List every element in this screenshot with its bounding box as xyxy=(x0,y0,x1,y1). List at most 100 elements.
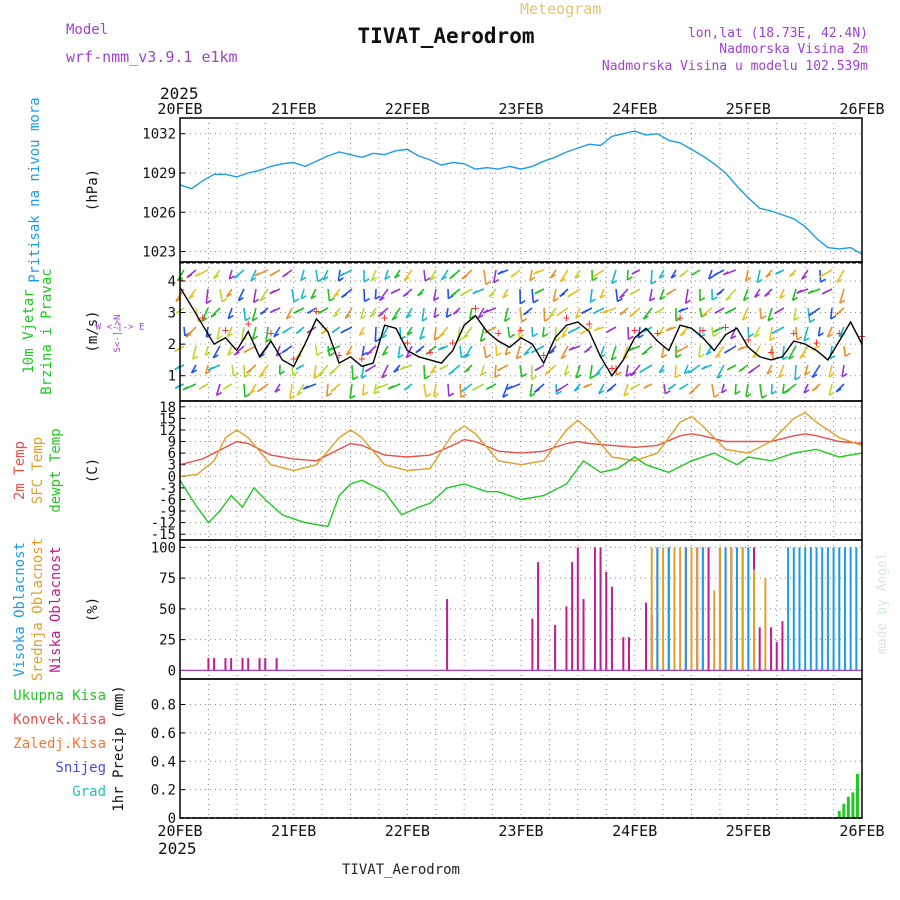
bar xyxy=(846,796,850,818)
wind-barb-flag xyxy=(477,314,484,319)
wind-barb xyxy=(300,288,305,299)
bar xyxy=(622,637,625,671)
wind-barb-flag xyxy=(568,346,575,351)
bar xyxy=(537,562,540,671)
wind-barb-flag xyxy=(185,333,192,338)
wind-barb-flag xyxy=(711,296,718,301)
wind-barb xyxy=(699,307,703,318)
bar xyxy=(701,547,704,671)
wind-barb-flag xyxy=(616,371,622,376)
wind-barb-flag xyxy=(285,315,292,320)
wind-barb-flag xyxy=(207,366,214,371)
bar xyxy=(747,547,750,671)
wind-barb xyxy=(315,345,318,356)
wind-barb-flag xyxy=(803,337,810,342)
wind-barb-flag xyxy=(221,297,228,303)
wind-barb xyxy=(650,269,653,285)
wind-barb-flag xyxy=(592,273,599,278)
wind-barb-flag xyxy=(256,387,263,393)
wind-barb-flag xyxy=(738,367,745,372)
y-tick-label: 75 xyxy=(159,571,176,587)
wind-barb-flag xyxy=(293,309,300,314)
wind-barb xyxy=(381,345,389,356)
wind-barb-flag xyxy=(293,298,300,303)
y-tick-label: 1023 xyxy=(142,245,176,261)
wind-barb-flag xyxy=(835,311,842,316)
wind-barb xyxy=(227,307,233,319)
wind-barb-flag xyxy=(829,354,836,360)
wind-barb-flag xyxy=(680,331,686,337)
gust-marker: + xyxy=(790,326,797,340)
wind-barb xyxy=(462,326,473,339)
wind-barb-flag xyxy=(300,276,307,281)
wind-barb-flag xyxy=(430,369,437,375)
wind-barb-flag xyxy=(316,351,323,356)
y-tick-label: 25 xyxy=(159,633,176,649)
wind-barb xyxy=(674,364,677,378)
wind-barb-flag xyxy=(643,384,650,389)
wind-barb-flag xyxy=(619,294,625,299)
wind-barb-flag xyxy=(712,332,719,338)
wind-barb-flag xyxy=(510,273,517,278)
wind-barb xyxy=(559,269,569,283)
wind-barb-flag xyxy=(213,274,219,280)
wind-barb-flag xyxy=(417,291,424,297)
wind-barb-flag xyxy=(406,331,413,336)
bar xyxy=(855,547,858,671)
series-line xyxy=(179,286,863,377)
wind-barb xyxy=(714,345,725,359)
wind-barb-flag xyxy=(716,374,723,379)
wind-barb-flag xyxy=(812,387,818,392)
wind-barb-flag xyxy=(667,385,674,391)
wind-barb xyxy=(615,288,619,302)
bar xyxy=(798,547,801,671)
wind-barb-flag xyxy=(628,335,634,341)
y-tick-label: 1029 xyxy=(142,166,176,182)
wind-barb-flag xyxy=(670,274,677,279)
wind-barb-flag xyxy=(579,330,586,335)
wind-barb-flag xyxy=(708,275,715,280)
wind-barb-flag xyxy=(464,353,471,359)
wind-barb xyxy=(807,307,811,323)
panel-pressure: 1023 1026 1029 1032 Pritisak na nivou mora (h… xyxy=(27,97,863,283)
bar xyxy=(775,642,778,671)
wind-barb-flag xyxy=(561,333,567,339)
wind-barb xyxy=(273,326,281,338)
wind-barb-flag xyxy=(519,299,526,305)
wind-barb xyxy=(777,364,785,378)
bar xyxy=(224,658,227,671)
top-date-tick: 23FEB xyxy=(498,100,543,118)
y-tick-label: -3 xyxy=(159,481,176,497)
wind-barb-flag xyxy=(769,336,776,342)
bar xyxy=(707,547,710,671)
panel-ylabel: Niska Oblacnost xyxy=(48,546,64,672)
wind-barb-flag xyxy=(761,394,768,399)
bar xyxy=(758,627,761,671)
wind-barb-flag xyxy=(567,329,574,334)
wind-barb-flag xyxy=(754,293,761,299)
wind-barb-flag xyxy=(345,351,352,356)
wind-barb xyxy=(660,345,665,358)
wind-barb xyxy=(839,288,845,304)
bottom-date-ticks: 20FEB 21FEB 22FEB 23FEB 24FEB 25FEB 26FEB xyxy=(157,822,884,840)
wind-barb xyxy=(313,364,317,379)
wind-barb-flag xyxy=(472,289,479,295)
wind-barb xyxy=(315,269,319,282)
wind-barb xyxy=(683,364,689,374)
wind-barb-flag xyxy=(589,374,596,380)
wind-barb-flag xyxy=(194,272,201,278)
y-tick-label: 1026 xyxy=(142,205,176,221)
wind-barb xyxy=(285,307,293,320)
wind-barb xyxy=(289,383,293,399)
bar xyxy=(815,547,818,671)
wind-barb xyxy=(192,345,197,360)
wind-barb xyxy=(183,326,186,337)
wind-barb-flag xyxy=(725,296,732,301)
gust-marker: + xyxy=(699,323,706,337)
wind-barb-flag xyxy=(631,270,638,275)
wind-barb-flag xyxy=(340,329,347,334)
gust-marker: + xyxy=(472,301,479,315)
wind-barb xyxy=(720,383,725,394)
wind-barb-flag xyxy=(212,354,219,359)
